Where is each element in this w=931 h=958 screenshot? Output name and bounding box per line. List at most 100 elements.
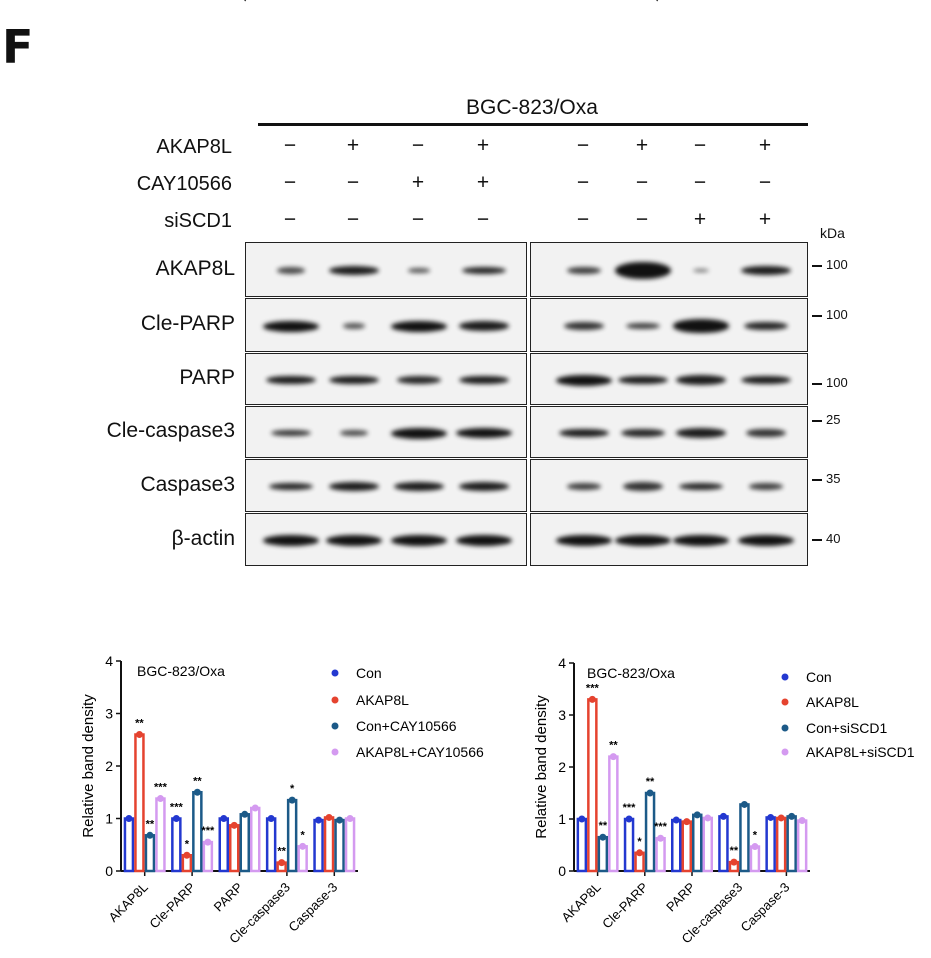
condition-label: CAY10566 (136, 173, 232, 195)
data-point (788, 812, 796, 820)
data-point (683, 818, 691, 826)
data-point (172, 815, 180, 822)
data-point (336, 816, 344, 824)
data-point (646, 789, 654, 797)
bar (739, 803, 750, 873)
y-axis-label: Relative band density (533, 695, 550, 839)
protein-band (391, 427, 447, 439)
condition-sign: − (283, 208, 297, 231)
condition-sign: + (635, 134, 649, 157)
protein-band (678, 482, 724, 491)
legend-label: AKAP8L+siSCD1 (806, 744, 915, 760)
data-point (625, 815, 633, 823)
significance-mark: * (185, 838, 190, 850)
bar (323, 816, 335, 873)
data-point (125, 815, 133, 822)
y-tick-label: 0 (105, 863, 113, 879)
protein-band (738, 535, 794, 546)
protein-band (623, 482, 663, 491)
legend-marker (331, 696, 339, 704)
x-tick-label: PARP (663, 880, 698, 915)
condition-sign: − (576, 208, 590, 231)
cell-line-rule (258, 123, 808, 126)
kda-tick (812, 383, 822, 385)
data-point (146, 831, 154, 839)
data-point (798, 817, 806, 825)
x-tick-label: Cle-PARP (599, 880, 651, 932)
condition-sign: + (476, 171, 490, 194)
x-tick-label: AKAP8L (105, 880, 150, 925)
kda-tick (812, 265, 822, 267)
kda-marker: 40 (826, 531, 841, 546)
condition-sign: − (693, 171, 707, 194)
protein-band (673, 535, 729, 546)
significance-mark: *** (654, 821, 668, 833)
blot-panel (245, 353, 527, 405)
significance-mark: ** (646, 776, 655, 788)
bar (728, 860, 740, 873)
data-point (588, 695, 596, 703)
bar (181, 854, 193, 873)
protein-band (746, 428, 786, 438)
kda-tick (812, 420, 822, 422)
protein-band (567, 266, 601, 275)
blot-panel (530, 406, 808, 458)
significance-mark: ** (609, 740, 618, 752)
data-point (204, 838, 212, 846)
protein-band (740, 265, 792, 276)
significance-mark: ** (599, 820, 608, 832)
legend-marker (331, 669, 339, 677)
bar (623, 817, 635, 873)
condition-sign: + (346, 134, 360, 157)
kda-marker: 100 (826, 307, 848, 322)
bar (765, 816, 776, 873)
data-point (241, 810, 249, 818)
blot-panel (530, 513, 808, 566)
condition-sign: − (283, 134, 297, 157)
condition-sign: − (576, 134, 590, 157)
blot-row-label: Caspase3 (140, 472, 235, 496)
legend-marker (781, 724, 789, 732)
protein-band (456, 428, 512, 438)
condition-sign: − (411, 208, 425, 231)
bar (718, 815, 729, 873)
bar (644, 791, 656, 873)
data-point (299, 842, 307, 850)
protein-band (615, 261, 671, 280)
bar (218, 817, 229, 873)
significance-mark: *** (623, 802, 637, 814)
significance-mark: * (301, 829, 306, 841)
blot-row-label: β-actin (171, 526, 235, 550)
condition-sign: + (758, 134, 772, 157)
condition-sign: − (635, 171, 649, 194)
protein-band (458, 375, 510, 385)
blot-panel (245, 298, 527, 352)
data-point (315, 816, 323, 824)
condition-sign: − (346, 171, 360, 194)
protein-band (458, 321, 510, 331)
kda-header: kDa (820, 225, 845, 241)
protein-band (692, 268, 710, 273)
bar (265, 817, 277, 873)
protein-band (620, 428, 666, 438)
data-point (135, 731, 143, 738)
condition-sign: − (693, 134, 707, 157)
bar (692, 813, 703, 873)
y-tick-label: 3 (105, 706, 113, 722)
bar (171, 817, 182, 873)
x-tick-label: Caspase-3 (737, 880, 792, 935)
bar (576, 817, 588, 873)
bar (155, 797, 166, 873)
y-tick-label: 3 (558, 707, 566, 723)
protein-band (328, 482, 380, 491)
data-point (193, 788, 201, 796)
protein-band (391, 535, 447, 546)
protein-band (340, 430, 368, 436)
data-point (220, 815, 228, 822)
x-tick-label: Cle-caspase3 (678, 880, 745, 947)
blot-panel (530, 353, 808, 405)
cutoff-label: AK (231, 0, 265, 5)
data-point (578, 815, 586, 823)
condition-sign: − (758, 171, 772, 194)
condition-sign: + (411, 171, 425, 194)
